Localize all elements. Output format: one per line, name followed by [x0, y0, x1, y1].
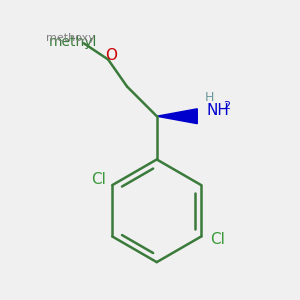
Text: H: H	[205, 91, 214, 104]
Text: methoxy: methoxy	[46, 33, 95, 43]
Polygon shape	[157, 109, 197, 124]
Text: O: O	[105, 48, 117, 63]
Text: methyl: methyl	[49, 35, 97, 49]
Text: Cl: Cl	[210, 232, 225, 247]
Text: 2: 2	[223, 101, 230, 111]
Text: NH: NH	[207, 103, 230, 118]
Text: Cl: Cl	[91, 172, 106, 187]
